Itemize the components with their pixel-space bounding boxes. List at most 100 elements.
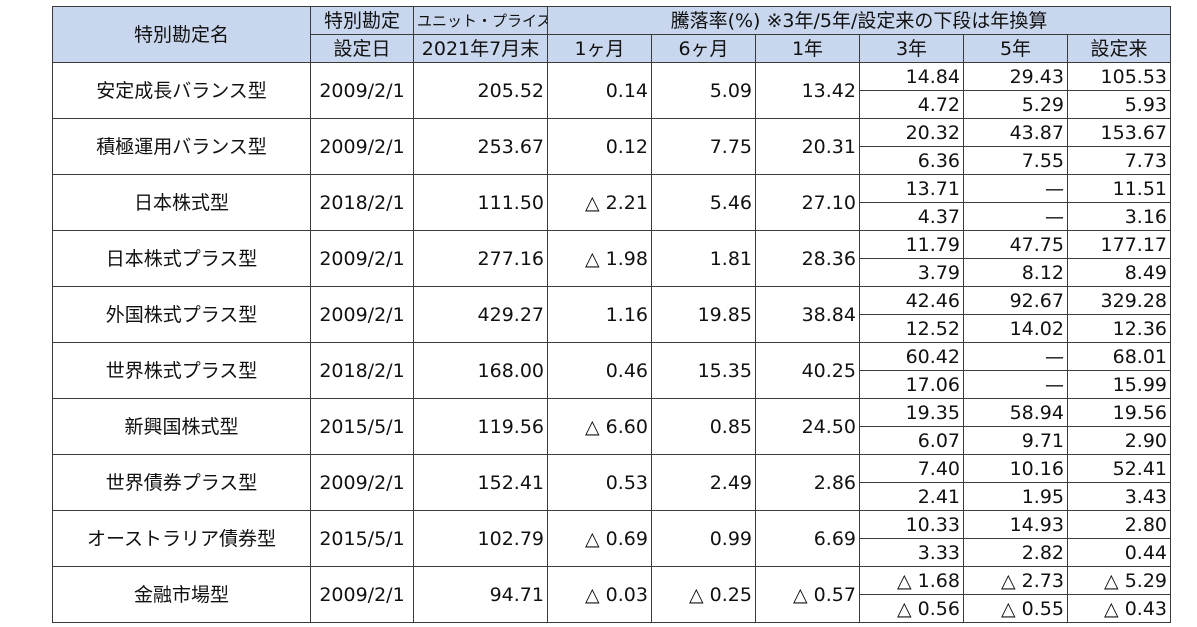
annualized-since-cell: △ 0.43 bbox=[1066, 594, 1172, 623]
start-date-cell: 2018/2/1 bbox=[310, 342, 414, 399]
start-date-cell: 2015/5/1 bbox=[310, 510, 414, 567]
return-since-cell: 2.80 bbox=[1066, 510, 1172, 539]
return-since-cell: △ 5.29 bbox=[1066, 566, 1172, 595]
unit-price-cell: 253.67 bbox=[413, 118, 548, 175]
annualized-since-cell: 5.93 bbox=[1066, 90, 1172, 119]
return-1y-cell: 40.25 bbox=[755, 342, 860, 399]
return-5y-cell: 14.93 bbox=[963, 510, 1068, 539]
return-5y-cell: — bbox=[963, 342, 1068, 371]
header-date-top: 特別勘定 bbox=[310, 6, 414, 35]
table-row-annualized: 2.41 1.95 3.43 bbox=[53, 482, 1172, 511]
return-5y-cell: △ 2.73 bbox=[963, 566, 1068, 595]
start-date-cell: 2009/2/1 bbox=[310, 566, 414, 623]
fund-name-cell: 金融市場型 bbox=[52, 566, 311, 623]
header-period-1y: 1年 bbox=[755, 34, 860, 63]
start-date-cell: 2009/2/1 bbox=[310, 62, 414, 119]
return-6m-cell: 0.99 bbox=[651, 510, 756, 567]
header-period-since: 設定来 bbox=[1066, 34, 1172, 63]
return-6m-cell: 15.35 bbox=[651, 342, 756, 399]
start-date-cell: 2009/2/1 bbox=[310, 286, 414, 343]
annualized-3y-cell: 4.72 bbox=[859, 90, 964, 119]
annualized-5y-cell: 7.55 bbox=[963, 146, 1068, 175]
annualized-3y-cell: 17.06 bbox=[859, 370, 964, 399]
table-row: 世界債券プラス型 2009/2/1 152.41 0.53 2.49 2.86 7.40 10… bbox=[52, 454, 1172, 511]
start-date-cell: 2009/2/1 bbox=[310, 230, 414, 287]
table-row-annualized: 4.37—3.16 bbox=[53, 202, 1172, 231]
table-row: 外国株式プラス型 2009/2/1 429.27 1.16 19.85 38.84 42.4… bbox=[52, 286, 1172, 343]
table-row-annualized: 6.07 9.71 2.90 bbox=[53, 426, 1172, 455]
unit-price-cell: 152.41 bbox=[413, 454, 548, 511]
fund-name-cell: 日本株式型 bbox=[52, 174, 311, 231]
fund-name-cell: 日本株式プラス型 bbox=[52, 230, 311, 287]
header-period-5y: 5年 bbox=[963, 34, 1068, 63]
fund-name-cell: 安定成長バランス型 bbox=[52, 62, 311, 119]
return-5y-cell: 29.43 bbox=[963, 62, 1068, 91]
return-since-cell: 153.67 bbox=[1066, 118, 1172, 147]
header-period-1m: 1ヶ月 bbox=[547, 34, 652, 63]
header-period-3y: 3年 bbox=[859, 34, 964, 63]
table-row: 積極運用バランス型 2009/2/1 253.67 0.12 7.75 20.31 20.3… bbox=[52, 118, 1172, 175]
unit-price-cell: 205.52 bbox=[413, 62, 548, 119]
header-fund-name: 特別勘定名 bbox=[52, 6, 311, 63]
return-1m-cell: △ 2.21 bbox=[547, 174, 652, 231]
unit-price-cell: 429.27 bbox=[413, 286, 548, 343]
return-1m-cell: 0.12 bbox=[547, 118, 652, 175]
annualized-3y-cell: 6.36 bbox=[859, 146, 964, 175]
table-row: 新興国株式型 2015/5/1 119.56 △ 6.60 0.85 24.50 19.35… bbox=[52, 398, 1172, 455]
header-price-top: ユニット・プライス bbox=[413, 6, 548, 35]
header-rate-title: 騰落率(%) ※3年/5年/設定来の下段は年換算 bbox=[546, 6, 1172, 35]
annualized-since-cell: 12.36 bbox=[1066, 314, 1172, 343]
return-3y-cell: 10.33 bbox=[859, 510, 964, 539]
return-3y-cell: 11.79 bbox=[859, 230, 964, 259]
return-1y-cell: 20.31 bbox=[755, 118, 860, 175]
annualized-since-cell: 2.90 bbox=[1066, 426, 1172, 455]
start-date-cell: 2018/2/1 bbox=[310, 174, 414, 231]
header-date-bottom: 設定日 bbox=[310, 34, 414, 63]
table-row-annualized: 12.52 14.02 12.36 bbox=[53, 314, 1172, 343]
fund-name-cell: 外国株式プラス型 bbox=[52, 286, 311, 343]
unit-price-cell: 94.71 bbox=[413, 566, 548, 623]
return-since-cell: 177.17 bbox=[1066, 230, 1172, 259]
return-1y-cell: 13.42 bbox=[755, 62, 860, 119]
fund-name-cell: オーストラリア債券型 bbox=[52, 510, 311, 567]
annualized-5y-cell: 1.95 bbox=[963, 482, 1068, 511]
annualized-5y-cell: 9.71 bbox=[963, 426, 1068, 455]
return-6m-cell: 5.09 bbox=[651, 62, 756, 119]
return-5y-cell: 10.16 bbox=[963, 454, 1068, 483]
return-since-cell: 68.01 bbox=[1066, 342, 1172, 371]
annualized-since-cell: 0.44 bbox=[1066, 538, 1172, 567]
return-6m-cell: 2.49 bbox=[651, 454, 756, 511]
annualized-3y-cell: 3.79 bbox=[859, 258, 964, 287]
table-row: 安定成長バランス型 2009/2/1 205.52 0.14 5.09 13.42 14.8… bbox=[52, 62, 1172, 119]
return-6m-cell: 0.85 bbox=[651, 398, 756, 455]
return-since-cell: 105.53 bbox=[1066, 62, 1172, 91]
annualized-3y-cell: 6.07 bbox=[859, 426, 964, 455]
annualized-5y-cell: △ 0.55 bbox=[963, 594, 1068, 623]
return-1m-cell: 0.46 bbox=[547, 342, 652, 399]
annualized-5y-cell: 8.12 bbox=[963, 258, 1068, 287]
return-6m-cell: △ 0.25 bbox=[651, 566, 756, 623]
annualized-3y-cell: △ 0.56 bbox=[859, 594, 964, 623]
table-row-annualized: 3.33 2.82 0.44 bbox=[53, 538, 1172, 567]
return-6m-cell: 19.85 bbox=[651, 286, 756, 343]
table-row: 金融市場型 2009/2/1 94.71 △ 0.03 △ 0.25 △ 0.57 △ 1.… bbox=[52, 566, 1172, 623]
return-3y-cell: 60.42 bbox=[859, 342, 964, 371]
return-6m-cell: 1.81 bbox=[651, 230, 756, 287]
return-1y-cell: 2.86 bbox=[755, 454, 860, 511]
annualized-5y-cell: — bbox=[963, 370, 1068, 399]
annualized-since-cell: 7.73 bbox=[1066, 146, 1172, 175]
table-row: 世界株式プラス型 2018/2/1 168.00 0.46 15.35 40.25 60.4… bbox=[52, 342, 1172, 399]
return-3y-cell: 42.46 bbox=[859, 286, 964, 315]
return-1m-cell: 0.14 bbox=[547, 62, 652, 119]
annualized-since-cell: 3.16 bbox=[1066, 202, 1172, 231]
table-row: オーストラリア債券型 2015/5/1 102.79 △ 0.69 0.99 6.69 10… bbox=[52, 510, 1172, 567]
return-3y-cell: △ 1.68 bbox=[859, 566, 964, 595]
header-period-6m: 6ヶ月 bbox=[651, 34, 756, 63]
annualized-3y-cell: 4.37 bbox=[859, 202, 964, 231]
return-5y-cell: — bbox=[963, 174, 1068, 203]
annualized-since-cell: 15.99 bbox=[1066, 370, 1172, 399]
return-1y-cell: 6.69 bbox=[755, 510, 860, 567]
unit-price-cell: 111.50 bbox=[413, 174, 548, 231]
annualized-since-cell: 3.43 bbox=[1066, 482, 1172, 511]
annualized-5y-cell: — bbox=[963, 202, 1068, 231]
